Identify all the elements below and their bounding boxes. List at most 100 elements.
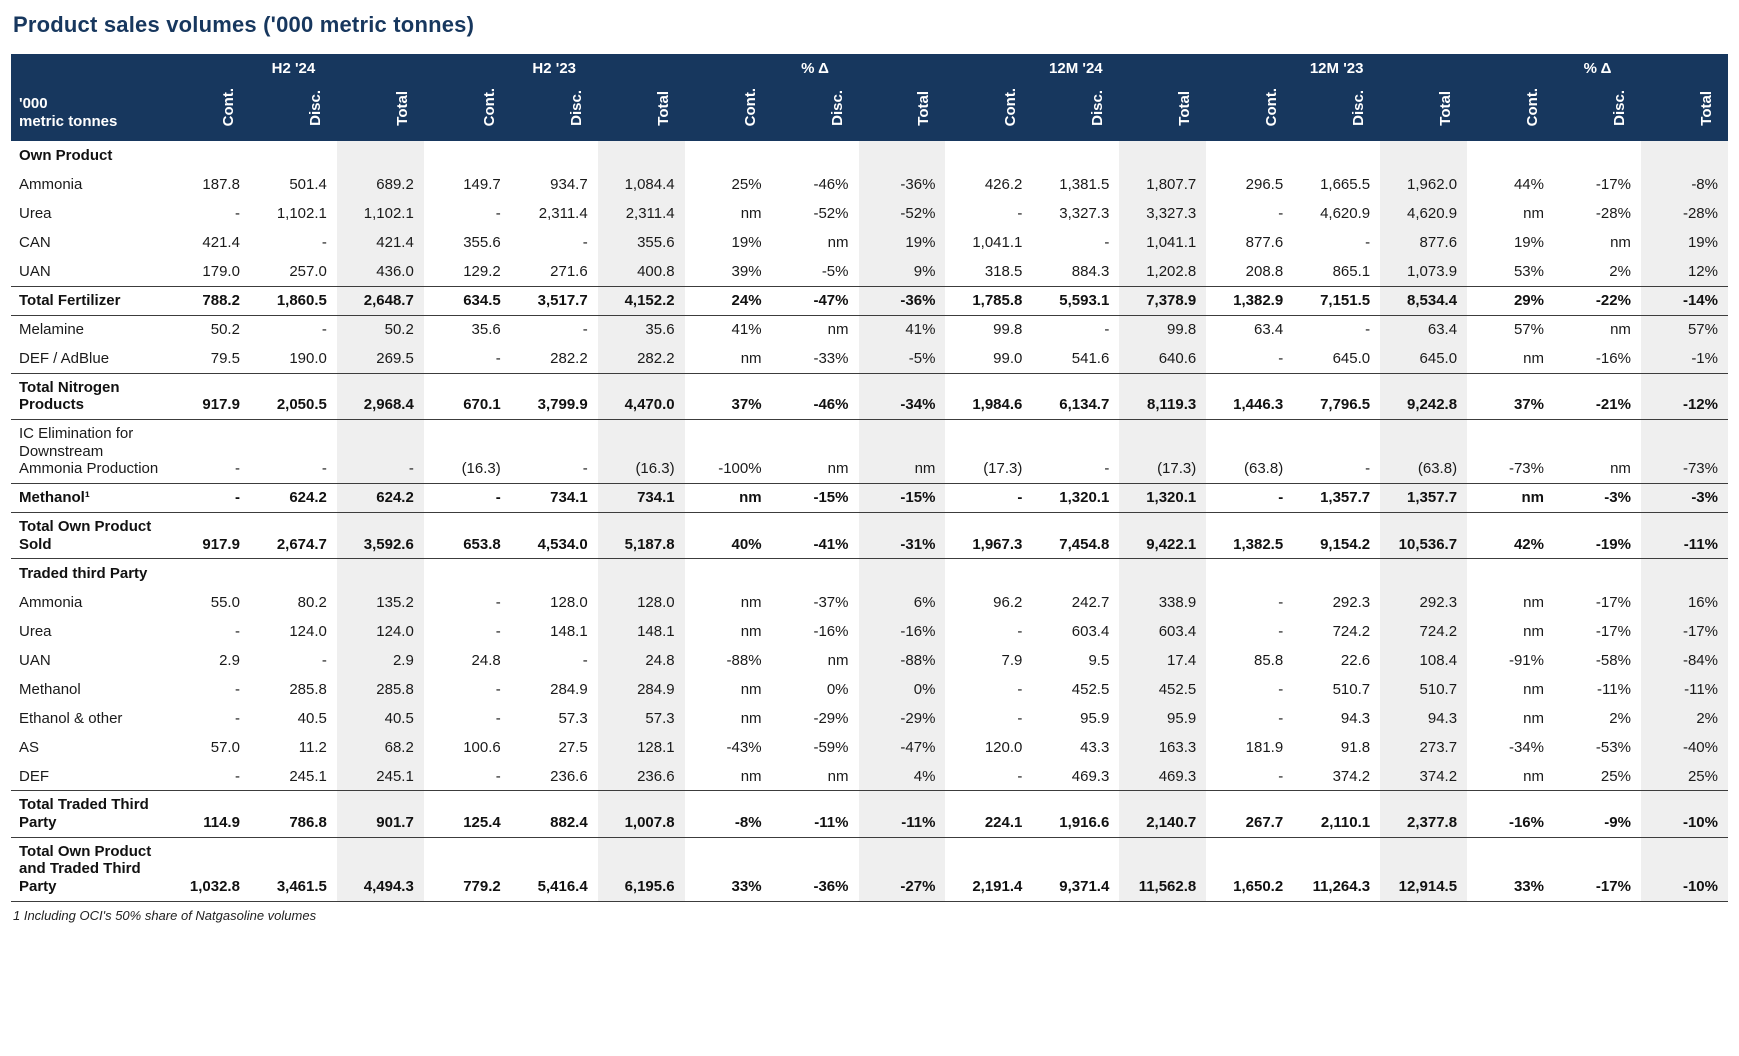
table-row: Total Traded Third Party 114.9 786.8 901.7 1… xyxy=(11,790,1728,838)
value-cell: 4% xyxy=(858,761,946,791)
column-group-header: 12M '23 xyxy=(1206,54,1468,79)
value-cell: 245.1 xyxy=(289,767,327,785)
value-cell: -5% xyxy=(821,262,849,280)
subcolumn-header-cell: Cont. xyxy=(163,79,250,141)
value-cell: 917.9 xyxy=(202,535,240,553)
value-cell: 149.7 xyxy=(463,176,501,194)
value-cell: -8% xyxy=(1640,170,1728,199)
empty-cell xyxy=(1554,559,1641,588)
value-cell: nm xyxy=(1523,594,1544,612)
value-cell: -91% xyxy=(1508,652,1544,670)
value-cell: 24.8 xyxy=(597,645,685,675)
value-cell: 0% xyxy=(826,681,849,699)
table-row: DEF / AdBlue 79.5 190.0 269.5 - 282.2 282.2 nm -… xyxy=(11,344,1728,373)
value-cell: 10,536.7 xyxy=(1380,512,1468,559)
value-cell: nm xyxy=(827,321,849,339)
value-cell: 285.8 xyxy=(289,681,327,699)
row-label: DEF / AdBlue xyxy=(19,349,110,367)
row-label: Total Fertilizer xyxy=(19,291,121,309)
value-cell: 318.5 xyxy=(984,262,1023,280)
value-cell: 1,916.6 xyxy=(1059,814,1110,831)
value-cell: -21% xyxy=(1595,396,1631,414)
value-cell: 296.5 xyxy=(1245,176,1284,194)
empty-cell xyxy=(250,141,337,170)
subcolumn-header: Disc. xyxy=(828,90,846,126)
value-cell: 421.4 xyxy=(202,234,240,252)
value-cell: 19% xyxy=(1513,234,1544,252)
value-cell: 271.6 xyxy=(550,262,588,280)
empty-cell xyxy=(250,559,337,588)
value-cell: - xyxy=(1017,710,1023,728)
subcolumn-header-cell: Total xyxy=(336,79,424,141)
value-cell: 25% xyxy=(731,176,762,194)
subcolumn-header: Disc. xyxy=(1610,90,1628,126)
empty-cell xyxy=(1293,141,1380,170)
row-label: Total Own Product Sold xyxy=(19,517,152,553)
value-cell: 7.9 xyxy=(1001,652,1023,670)
value-cell: 267.7 xyxy=(1245,814,1284,831)
value-cell: 148.1 xyxy=(550,623,588,641)
value-cell: -52% xyxy=(858,199,946,228)
value-cell: 1,032.8 xyxy=(189,878,240,896)
value-cell: -73% xyxy=(1508,460,1544,478)
value-cell: 510.7 xyxy=(1380,674,1468,704)
value-cell: nm xyxy=(1523,205,1544,223)
value-cell: 355.6 xyxy=(597,228,685,257)
footnote: 1 Including OCI's 50% share of Natgasoli… xyxy=(13,907,317,923)
value-cell: 11,264.3 xyxy=(1312,878,1371,896)
value-cell: nm xyxy=(1523,623,1544,641)
value-cell: -47% xyxy=(858,732,946,762)
value-cell: 1,084.4 xyxy=(597,170,685,199)
row-label: UAN xyxy=(19,652,51,670)
value-cell: 57% xyxy=(1513,321,1544,339)
subcolumn-header: Cont. xyxy=(1524,87,1541,126)
value-cell: 1,665.5 xyxy=(1320,176,1371,194)
value-cell: 640.6 xyxy=(1119,344,1207,373)
value-cell: - xyxy=(495,489,501,507)
value-cell: 100.6 xyxy=(463,739,501,757)
value-cell: 63.4 xyxy=(1380,315,1468,344)
value-cell: 1,320.1 xyxy=(1059,489,1110,507)
value-cell: 25% xyxy=(1600,767,1631,785)
value-cell: nm xyxy=(739,489,762,507)
empty-cell xyxy=(945,559,1032,588)
value-cell: - xyxy=(321,321,327,339)
row-label: UAN xyxy=(19,262,51,280)
value-cell: 436.0 xyxy=(336,257,424,286)
value-cell: - xyxy=(234,767,240,785)
value-cell: - xyxy=(1017,205,1023,223)
value-cell: 33% xyxy=(731,878,762,896)
empty-cell xyxy=(163,141,250,170)
value-cell: 57% xyxy=(1640,315,1728,344)
subcolumn-header-cell: Total xyxy=(1640,79,1728,141)
value-cell: 452.5 xyxy=(1071,681,1110,699)
value-cell: 43.3 xyxy=(1080,739,1110,757)
value-cell: 1,102.1 xyxy=(336,199,424,228)
subcolumn-header-cell: Disc. xyxy=(771,79,859,141)
value-cell: 1,984.6 xyxy=(972,396,1023,414)
value-cell: -16% xyxy=(1595,349,1631,367)
value-cell: -33% xyxy=(813,349,849,367)
value-cell: - xyxy=(582,460,588,478)
empty-cell xyxy=(1119,558,1207,588)
subcolumn-header-cell: Disc. xyxy=(1032,79,1120,141)
value-cell: 421.4 xyxy=(336,228,424,257)
empty-cell xyxy=(424,141,511,170)
value-cell: (63.8) xyxy=(1380,419,1468,484)
value-cell: 2,674.7 xyxy=(276,535,327,553)
value-cell: - xyxy=(234,460,240,478)
value-cell: 788.2 xyxy=(202,291,240,309)
subcolumn-header: Disc. xyxy=(1350,90,1368,126)
value-cell: 19% xyxy=(858,228,946,257)
value-cell: - xyxy=(234,710,240,728)
value-cell: 4,620.9 xyxy=(1320,205,1371,223)
value-cell: 634.5 xyxy=(463,291,501,309)
value-cell: 1,382.5 xyxy=(1233,535,1284,553)
value-cell: -17% xyxy=(1640,616,1728,646)
value-cell: -47% xyxy=(813,291,849,309)
value-cell: (16.3) xyxy=(597,419,685,484)
value-cell: 374.2 xyxy=(1380,761,1468,791)
value-cell: 269.5 xyxy=(336,344,424,373)
value-cell: 0% xyxy=(858,674,946,704)
value-cell: 3,461.5 xyxy=(276,878,327,896)
